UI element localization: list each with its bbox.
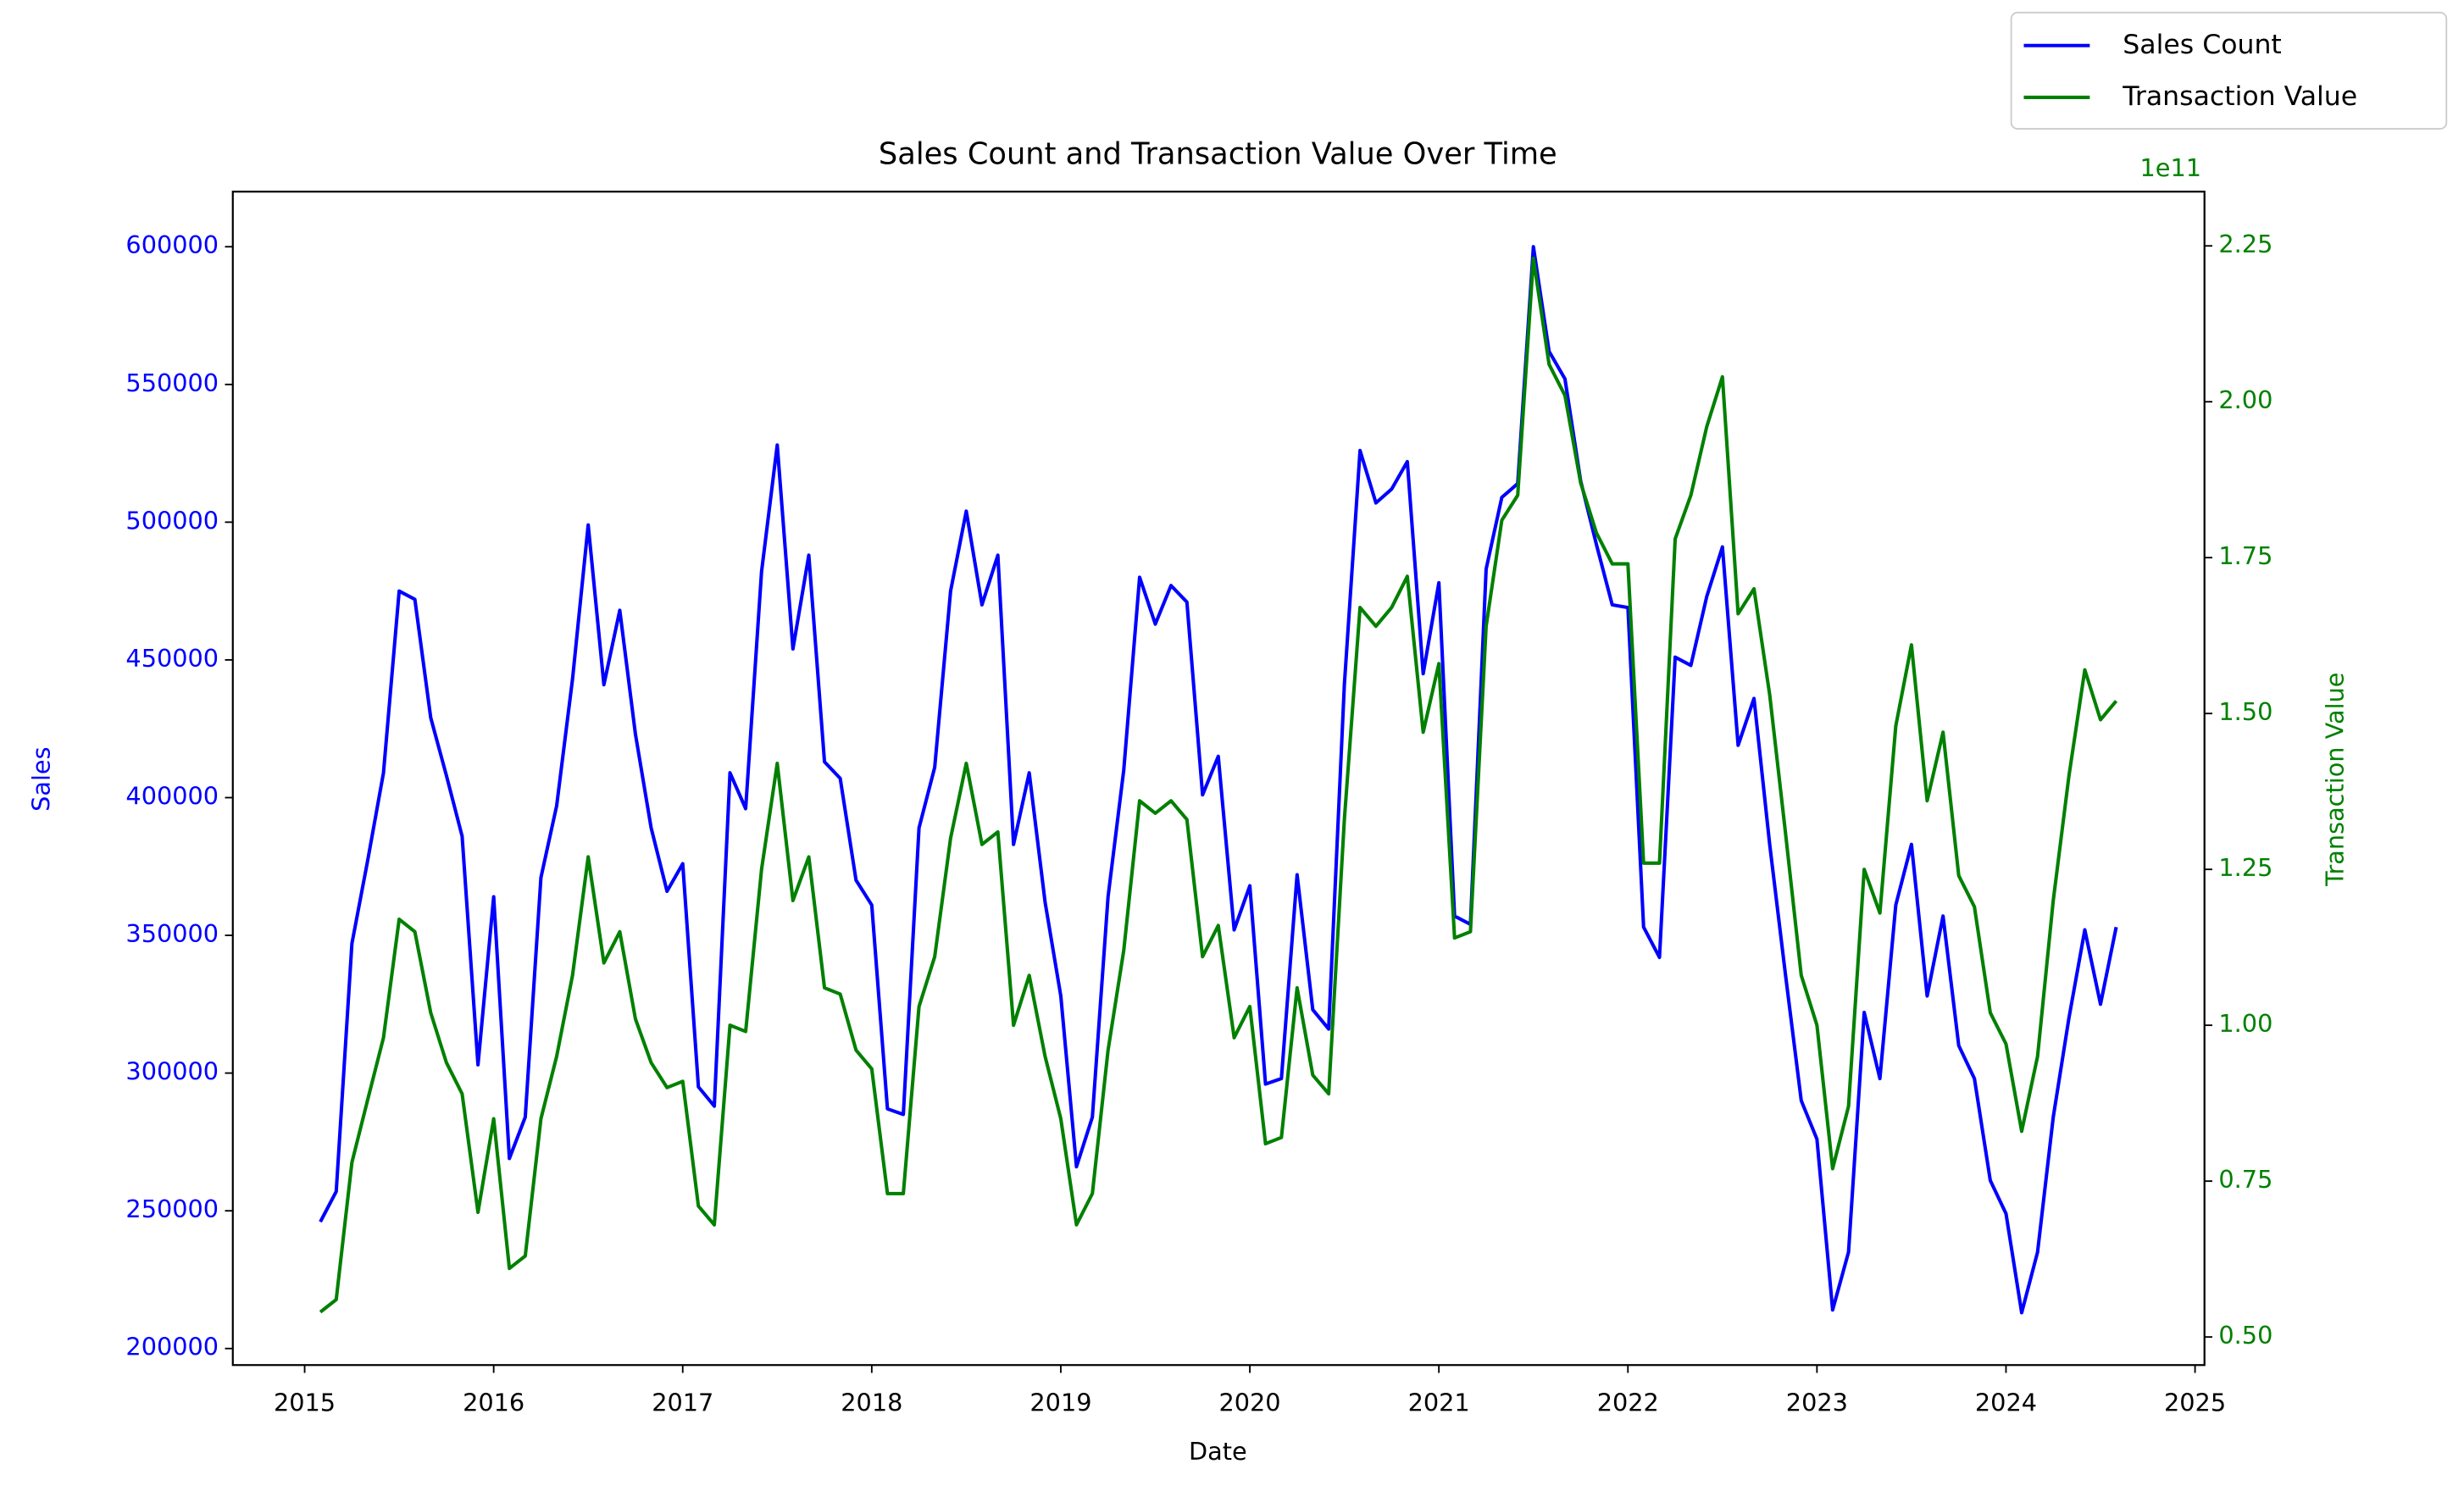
y2-tick-label: 0.50	[2218, 1321, 2273, 1350]
x-tick-label: 2021	[1408, 1389, 1470, 1417]
legend-box	[2010, 11, 2448, 130]
legend: Sales Count Transaction Value	[2010, 11, 2448, 130]
x-tick-label: 2025	[2164, 1389, 2226, 1417]
y2-tick-label: 2.00	[2218, 385, 2273, 414]
legend-label: Transaction Value	[2122, 81, 2357, 112]
y-tick-label: 250000	[125, 1195, 219, 1223]
y-tick-label: 450000	[125, 644, 219, 673]
x-tick-label: 2017	[652, 1389, 713, 1417]
y2-tick-label: 1.25	[2218, 853, 2273, 882]
y2-tick-label: 1.50	[2218, 697, 2273, 726]
y-tick-label: 400000	[125, 781, 219, 810]
series-line	[319, 245, 2118, 1315]
x-axis-label: Date	[1189, 1437, 1247, 1466]
y2-tick-label: 1.75	[2218, 541, 2273, 570]
y-tick-label: 350000	[125, 919, 219, 948]
y2-tick-label: 0.75	[2218, 1165, 2273, 1194]
chart-title: Sales Count and Transaction Value Over T…	[879, 137, 1557, 172]
x-tick-label: 2020	[1219, 1389, 1281, 1417]
x-tick-label: 2019	[1029, 1389, 1091, 1417]
x-tick-label: 2023	[1786, 1389, 1848, 1417]
y-tick-label: 300000	[125, 1057, 219, 1086]
x-tick-label: 2018	[841, 1389, 902, 1417]
x-tick-label: 2015	[274, 1389, 336, 1417]
legend-label: Sales Count	[2123, 30, 2282, 60]
y2-tick-label: 2.25	[2218, 230, 2273, 258]
y2-axis-label: Transaction Value	[2320, 673, 2349, 887]
series-line	[319, 256, 2118, 1314]
y-tick-label: 600000	[125, 230, 219, 259]
plot-frame	[231, 191, 2206, 1367]
y2-tick-label: 1.00	[2218, 1009, 2273, 1038]
x-tick-label: 2022	[1597, 1389, 1659, 1417]
y-tick-label: 550000	[125, 369, 219, 397]
y-tick-label: 500000	[125, 506, 219, 535]
y-tick-label: 200000	[125, 1333, 219, 1361]
x-tick-label: 2016	[463, 1389, 524, 1417]
y-axis-label: Sales	[26, 746, 55, 811]
x-tick-label: 2024	[1975, 1389, 2037, 1417]
y2-offset-label: 1e11	[2140, 153, 2201, 182]
